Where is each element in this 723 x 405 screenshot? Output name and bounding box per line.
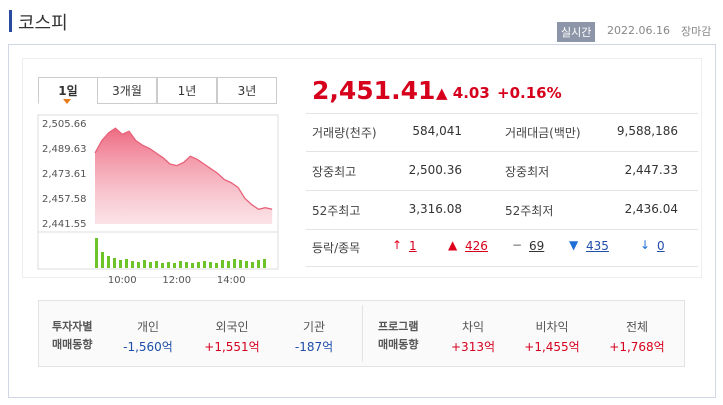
flow-label: 전체 [625, 320, 649, 334]
breadth-symbol: ▲ [448, 238, 458, 252]
y-tick-label: 2,441.55 [42, 219, 87, 230]
volume [95, 238, 266, 268]
flow-value: +1,455억 [524, 340, 580, 354]
row-line [306, 151, 698, 152]
flow-title: 매매동향 [378, 338, 419, 351]
tab[interactable]: 1년 [157, 77, 217, 104]
y-tick-label: 2,505.66 [42, 119, 87, 130]
flow-title: 프로그램 [378, 320, 419, 333]
stat-value: 3,316.08 [408, 202, 462, 216]
row-line [306, 113, 698, 114]
stat-label: 거래량(천주) [312, 126, 377, 140]
flow-label: 외국인 [215, 320, 249, 334]
x-tick-label: 14:00 [217, 275, 246, 286]
flow-value: +313억 [451, 340, 495, 354]
change: ▲ 4.03 [436, 84, 490, 102]
stat-value: 584,041 [412, 124, 462, 138]
breadth-value[interactable]: 0 [657, 239, 665, 253]
stat-label: 거래대금(백만) [505, 126, 581, 140]
flow-title: 투자자별 [52, 320, 93, 333]
breadth-value[interactable]: 1 [409, 239, 417, 253]
x-tick-label: 12:00 [162, 275, 191, 286]
breadth-symbol: ▼ [569, 238, 579, 252]
breadth-symbol: ↑ [392, 238, 403, 252]
row-line [306, 229, 698, 230]
rate: +0.16% [497, 84, 562, 102]
flow-label: 차익 [461, 320, 485, 334]
flow-value: -187억 [294, 340, 334, 354]
breadth-value[interactable]: 69 [529, 239, 545, 253]
status: 장마감 [681, 25, 712, 38]
tab-marker [63, 99, 71, 108]
y-tick-label: 2,489.63 [42, 144, 87, 155]
date: 2022.06.16 [607, 24, 670, 37]
flow-box [38, 300, 685, 367]
breadth-value[interactable]: 426 [465, 239, 488, 253]
flow-label: 비차익 [535, 320, 569, 334]
stat-label: 장중최고 [312, 165, 357, 179]
panel [22, 58, 702, 278]
y-tick-label: 2,473.61 [42, 169, 87, 180]
breadth-value[interactable]: 435 [586, 239, 609, 253]
stat-value: 9,588,186 [616, 124, 678, 138]
breadth-symbol: − [512, 238, 523, 252]
title-bar [9, 10, 12, 32]
stat-value: 2,447.33 [624, 163, 678, 177]
row-line [306, 266, 698, 267]
flow-label: 개인 [136, 320, 160, 334]
area [95, 128, 273, 224]
title: 코스피 [18, 13, 68, 34]
flow-label: 기관 [302, 320, 326, 334]
flow-value: +1,551억 [204, 340, 260, 354]
price-value: 2,451.41 [312, 76, 436, 105]
breadth-symbol: ↓ [640, 238, 651, 252]
stat-label: 52주최고 [312, 204, 361, 218]
stat-value: 2,500.36 [408, 163, 462, 177]
chart-frame [37, 114, 279, 270]
flow-title: 매매동향 [52, 338, 93, 351]
flow-value: -1,560억 [123, 340, 173, 354]
flow-divider [362, 305, 363, 362]
tab[interactable]: 3년 [217, 77, 277, 104]
y-tick-label: 2,457.58 [42, 194, 87, 205]
breadth-label: 등락/종목 [312, 241, 361, 255]
frame [8, 44, 716, 398]
stat-value: 2,436.04 [624, 202, 678, 216]
x-tick-label: 10:00 [108, 275, 137, 286]
price: 2,451.41 [312, 76, 435, 105]
badge: 실시간 [557, 22, 596, 42]
stat-label: 장중최저 [505, 165, 550, 179]
row-line [306, 190, 698, 191]
tab[interactable]: 3개월 [97, 77, 157, 104]
stat-label: 52주최저 [505, 204, 554, 218]
line [94, 127, 273, 210]
flow-value: +1,768억 [609, 340, 665, 354]
